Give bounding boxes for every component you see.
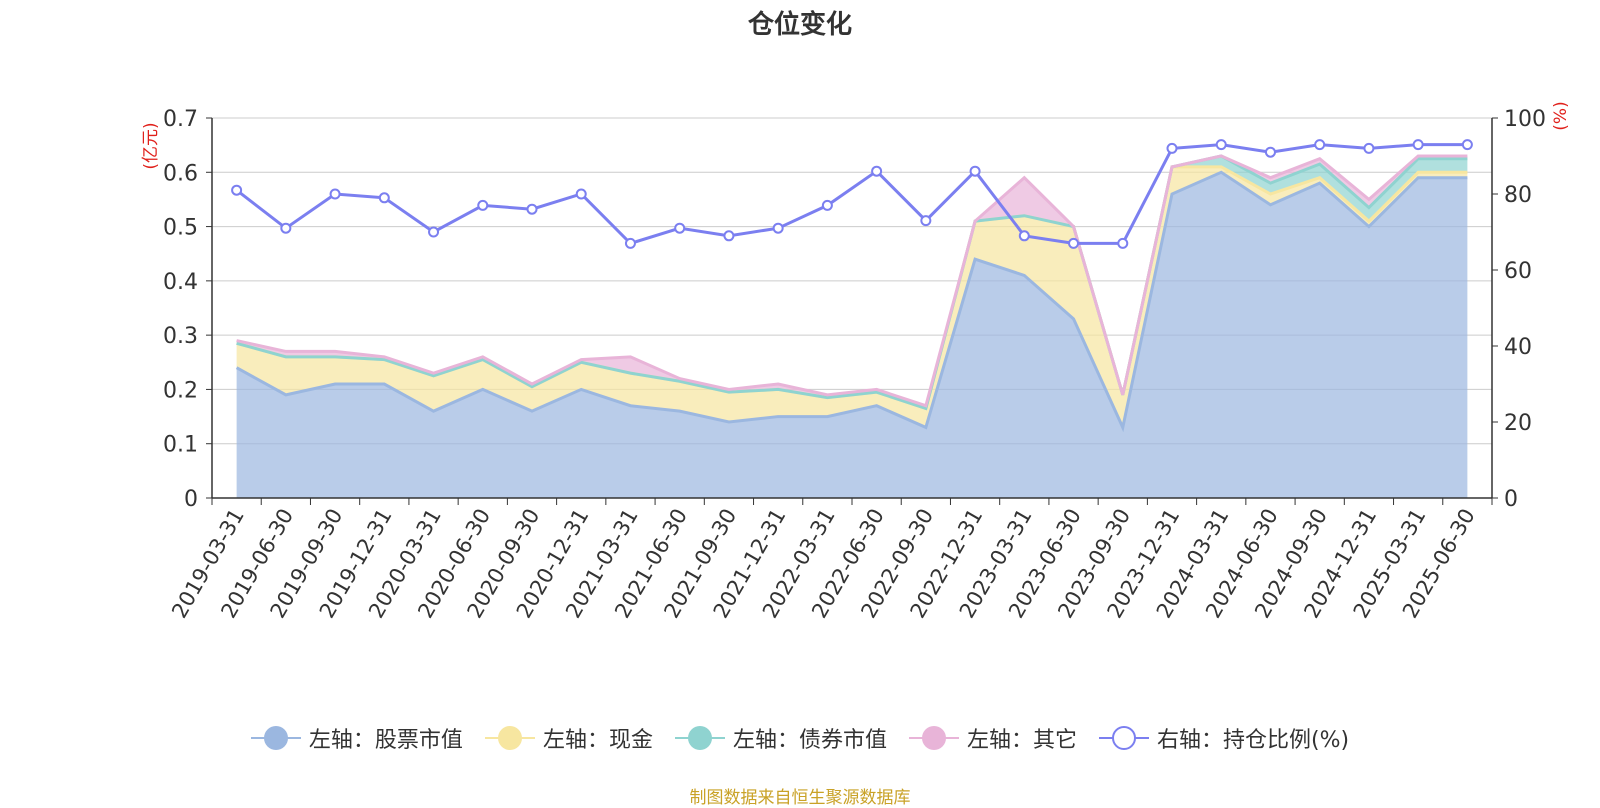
left-tick-label: 0.4 <box>163 270 198 295</box>
ratio-point <box>428 226 440 238</box>
ratio-point <box>624 237 636 249</box>
ratio-point <box>920 215 932 227</box>
area-line-4 <box>236 154 1468 408</box>
legend-marker-icon <box>908 726 959 750</box>
ratio-point <box>1461 139 1473 151</box>
ratio-point <box>772 222 784 234</box>
ratio-point <box>871 165 883 177</box>
left-tick-label: 0.5 <box>163 216 198 241</box>
legend-label: 左轴：现金 <box>542 728 653 753</box>
left-tick-label: 0.3 <box>163 324 198 349</box>
legend-label: 左轴：其它 <box>966 728 1077 753</box>
ratio-point <box>378 192 390 204</box>
legend-label: 左轴：股票市值 <box>308 728 463 753</box>
right-tick-label: 40 <box>1504 335 1532 360</box>
ratio-point <box>575 188 587 200</box>
legend-marker-icon <box>674 726 725 750</box>
ratio-point <box>329 188 341 200</box>
ratio-point <box>674 222 686 234</box>
ratio-point <box>723 230 735 242</box>
area-line-3 <box>236 154 1468 411</box>
ratio-point <box>1166 142 1178 154</box>
legend-marker-icon <box>1098 726 1149 750</box>
right-tick-label: 100 <box>1504 107 1546 132</box>
right-tick-label: 60 <box>1504 259 1532 284</box>
left-tick-label: 0 <box>184 487 198 512</box>
legend-item[interactable]: 左轴：其它 <box>908 722 1077 754</box>
legend-item[interactable]: 右轴：持仓比例(%) <box>1098 722 1350 754</box>
left-axis-label: (亿元) <box>141 122 161 169</box>
ratio-point <box>1215 139 1227 151</box>
area-line-1 <box>235 170 1468 433</box>
ratio-point <box>1018 230 1030 242</box>
right-axis-label: (%) <box>1551 101 1571 130</box>
legend-marker-icon <box>484 726 535 750</box>
position-chart: 0 0.1 0.2 0.3 0.4 0.5 0.6 0.7 0 20 40 60 80 100 (亿元) (%… <box>141 101 1571 622</box>
ratio-point <box>969 165 981 177</box>
data-source-note: 制图数据来自恒生聚源数据库 <box>689 788 911 808</box>
left-tick-label: 0.7 <box>163 107 198 132</box>
ratio-point <box>821 199 833 211</box>
legend-item[interactable]: 左轴：现金 <box>484 722 653 754</box>
ratio-point <box>1068 237 1080 249</box>
left-tick-label: 0.6 <box>163 161 198 186</box>
right-tick-label: 80 <box>1504 183 1532 208</box>
legend-label: 右轴：持仓比例(%) <box>1156 728 1350 753</box>
legend-marker-icon <box>250 726 301 750</box>
ratio-point <box>1314 139 1326 151</box>
ratio-point <box>1117 237 1129 249</box>
ratio-line <box>235 143 1468 246</box>
right-tick-label: 0 <box>1504 487 1518 512</box>
left-tick-label: 0.1 <box>163 433 198 458</box>
legend-item[interactable]: 左轴：股票市值 <box>250 722 463 754</box>
ratio-point <box>1264 146 1276 158</box>
ratio-point <box>477 199 489 211</box>
right-tick-label: 20 <box>1504 411 1532 436</box>
area-4 <box>236 156 1468 409</box>
area-2 <box>236 166 1468 428</box>
ratio-point <box>1363 142 1375 154</box>
left-tick-label: 0.2 <box>163 378 198 403</box>
chart-legend: 左轴：股票市值 左轴：现金 左轴：债券市值 左轴：其它 右轴：持仓比例(%) <box>0 722 1600 754</box>
ratio-point <box>280 222 292 234</box>
chart-title: 仓位变化 <box>747 10 852 40</box>
ratio-point <box>231 184 243 196</box>
ratio-point <box>1412 139 1424 151</box>
ratio-point <box>526 203 538 215</box>
legend-item[interactable]: 左轴：债券市值 <box>674 722 887 754</box>
legend-label: 左轴：债券市值 <box>732 728 887 753</box>
